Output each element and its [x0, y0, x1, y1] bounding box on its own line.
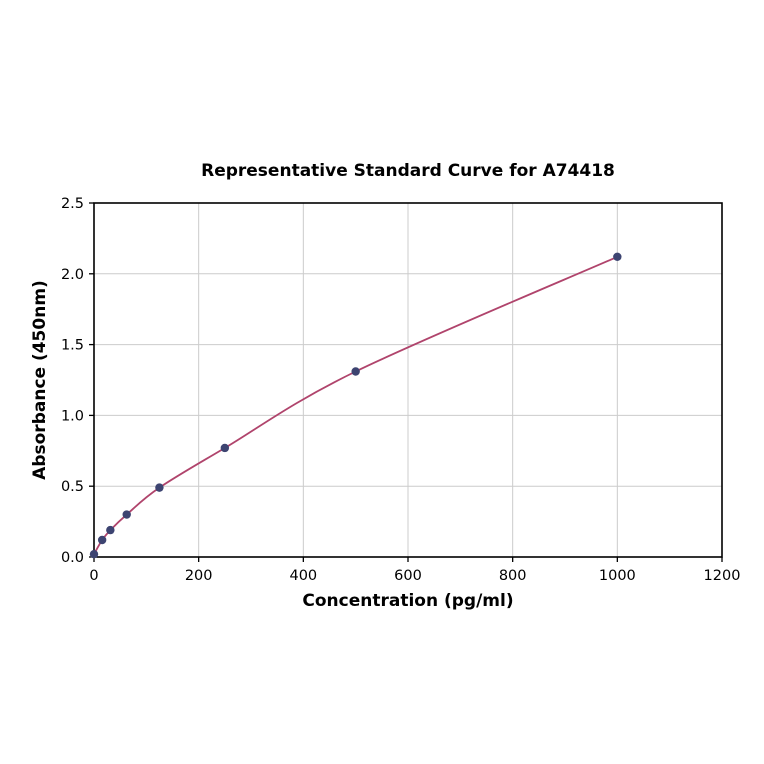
x-tick-label: 1200 — [704, 568, 741, 584]
data-point — [106, 525, 115, 535]
x-tick-label: 1000 — [599, 568, 636, 584]
y-tick-label: 1.0 — [61, 408, 84, 424]
tick-labels: 0 200 400 600 800 1000 1200 0.0 0.5 1.0 1.5 2.0 2.5 — [61, 196, 741, 584]
data-point — [351, 367, 360, 376]
x-tick-label: 800 — [499, 568, 527, 584]
chart-title: Representative Standard Curve for A74418 — [201, 161, 615, 181]
x-tick-label: 200 — [185, 568, 213, 584]
data-point — [155, 483, 164, 492]
gridlines — [93, 202, 723, 558]
fit-curve — [93, 255, 618, 555]
data-point — [122, 510, 131, 519]
data-point — [220, 443, 230, 453]
x-axis-label: Concentration (pg/ml) — [302, 591, 514, 611]
y-tick-label: 2.0 — [61, 267, 84, 283]
data-point — [97, 535, 107, 545]
plot-border — [93, 202, 723, 558]
x-tick-label: 400 — [289, 568, 317, 584]
y-tick-label: 2.5 — [61, 196, 84, 212]
axis-ticks — [89, 202, 723, 562]
y-tick-label: 1.5 — [61, 338, 84, 354]
x-tick-label: 600 — [394, 568, 422, 584]
x-tick-label: 0 — [89, 568, 98, 584]
y-tick-label: 0.5 — [61, 479, 84, 495]
data-point — [89, 549, 99, 559]
data-points — [89, 252, 622, 559]
y-tick-label: 0.0 — [61, 550, 84, 566]
data-point — [613, 252, 622, 262]
